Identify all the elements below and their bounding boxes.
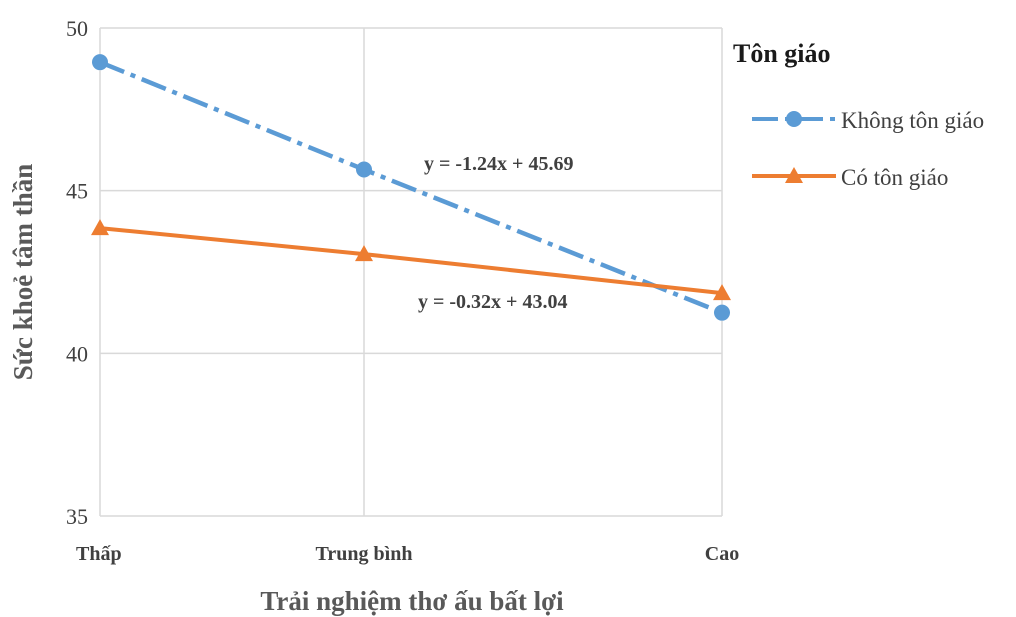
equation-label-series-2: y = -0.32x + 43.04	[418, 291, 567, 313]
x-axis-title: Trải nghiệm thơ ấu bất lợi	[260, 586, 564, 616]
legend-label-series-2: Có tôn giáo	[841, 165, 948, 190]
data-point-series-1	[356, 161, 372, 178]
series-line-2	[99, 226, 723, 296]
legend: Tôn giáo Không tôn giáo Có tôn giáo	[733, 39, 984, 190]
legend-title: Tôn giáo	[733, 39, 831, 68]
x-axis-ticks: Thấp Trung bình Cao	[76, 543, 739, 565]
data-point-series-2	[713, 284, 731, 301]
y-tick-label: 40	[66, 341, 88, 366]
equation-label-series-1: y = -1.24x + 45.69	[424, 153, 573, 175]
x-tick-label: Cao	[705, 543, 739, 565]
y-tick-label: 50	[66, 16, 88, 41]
x-tick-label: Trung bình	[316, 543, 413, 565]
series-layer	[91, 54, 731, 321]
y-axis-title: Sức khoẻ tâm thần	[8, 164, 38, 380]
legend-label-series-1: Không tôn giáo	[841, 108, 984, 133]
data-point-series-2	[91, 219, 109, 236]
series-line-1	[99, 60, 723, 315]
data-point-series-1	[714, 304, 730, 321]
data-point-series-1	[92, 54, 108, 71]
data-point-series-2	[355, 245, 373, 262]
legend-marker-series-2	[785, 167, 803, 183]
y-tick-label: 35	[66, 504, 88, 529]
legend-marker-series-1	[786, 111, 802, 127]
x-tick-label: Thấp	[76, 543, 122, 565]
y-axis-ticks: 35 40 45 50	[66, 16, 88, 529]
y-tick-label: 45	[66, 179, 88, 204]
